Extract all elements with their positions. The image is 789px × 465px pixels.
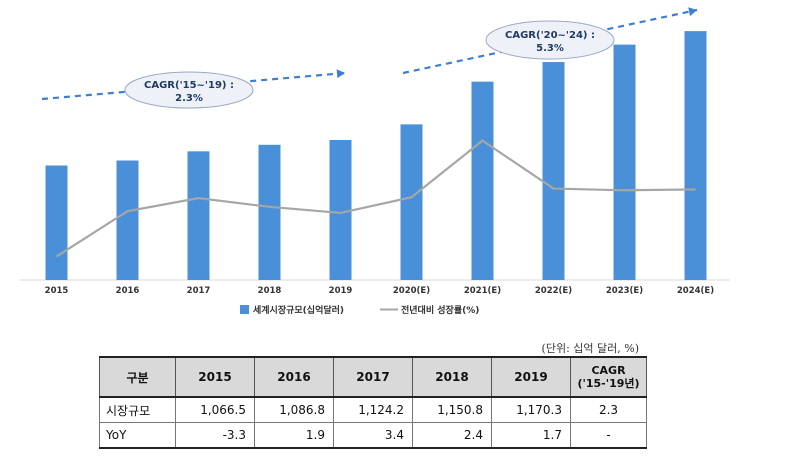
table-cell: 2.3 <box>570 396 647 423</box>
cagr-ellipse-2020-2024-value: 5.3% <box>536 43 564 54</box>
table-header-2019: 2019 <box>491 356 571 398</box>
x-tick-label: 2024(E) <box>677 286 714 296</box>
x-tick-label: 2022(E) <box>535 286 572 296</box>
row-label: 시장규모 <box>99 396 176 423</box>
bar-2021(E) <box>471 81 494 280</box>
table-header-row: 구분 2015 2016 2017 2018 2019 CAGR ('15-'19… <box>99 356 647 398</box>
x-tick-label: 2016 <box>116 286 140 296</box>
data-table: 구분 2015 2016 2017 2018 2019 CAGR ('15-'19… <box>99 356 647 449</box>
cagr-ellipse-2020-2024-label: CAGR('20~'24) : <box>505 30 595 41</box>
cagr-arrow-2020-2024-head <box>688 7 697 17</box>
table-row: 시장규모 1,066.5 1,086.8 1,124.2 1,150.8 1,1… <box>99 396 647 423</box>
bar-2019 <box>329 140 352 280</box>
bar-2016 <box>116 160 139 280</box>
table-header-category: 구분 <box>99 356 176 398</box>
legend-line-label: 전년대비 성장률(%) <box>401 304 479 316</box>
table-header-2016: 2016 <box>254 356 334 398</box>
table-header-2015: 2015 <box>175 356 255 398</box>
x-tick-label: 2018 <box>258 286 282 296</box>
bar-2020(E) <box>400 124 423 280</box>
table-header-2017: 2017 <box>333 356 413 398</box>
cagr-arrow-2015-2019 <box>41 71 346 101</box>
cagr-ellipse-2015-2019-label: CAGR('15~'19) : <box>144 80 234 91</box>
bar-2015 <box>45 165 68 280</box>
x-tick-label: 2015 <box>45 286 69 296</box>
x-tick-label: 2019 <box>329 286 353 296</box>
growth-line <box>55 139 696 258</box>
table-cell: 3.4 <box>333 422 413 449</box>
table-header-2018: 2018 <box>412 356 492 398</box>
x-tick-label: 2021(E) <box>464 286 501 296</box>
bar-2018 <box>258 144 281 280</box>
table-cell: 1.9 <box>254 422 334 449</box>
legend-bar-label: 세계시장규모(십억달러) <box>253 304 344 316</box>
x-tick-label: 2023(E) <box>606 286 643 296</box>
table-cell: 1,170.3 <box>491 396 571 423</box>
table-cell: -3.3 <box>175 422 255 449</box>
chart: 2015 2016 2017 2018 2019 2020(E) 2021(E) 2022(E… <box>20 7 730 316</box>
x-tick-label: 2017 <box>187 286 211 296</box>
legend-bar-swatch <box>240 305 249 314</box>
table-cell: 1,124.2 <box>333 396 413 423</box>
cagr-ellipse-2015-2019 <box>124 71 254 109</box>
table-cell: 1,150.8 <box>412 396 492 423</box>
table-cell: - <box>570 422 647 449</box>
table-row: YoY -3.3 1.9 3.4 2.4 1.7 - <box>99 422 647 449</box>
bar-2017 <box>187 151 210 280</box>
x-tick-label: 2020(E) <box>393 286 430 296</box>
table-cell: 1.7 <box>491 422 571 449</box>
cagr-arrow-2015-2019-head <box>336 69 345 79</box>
row-label: YoY <box>99 422 176 449</box>
bar-2023(E) <box>613 44 636 280</box>
unit-note: (단위: 십억 달러, %) <box>541 342 639 355</box>
bar-2024(E) <box>684 31 707 281</box>
cagr-ellipse-2020-2024 <box>485 20 615 60</box>
table-cell: 2.4 <box>412 422 492 449</box>
table-header-cagr: CAGR ('15-'19년) <box>570 356 647 398</box>
cagr-ellipse-2015-2019-value: 2.3% <box>175 93 203 104</box>
table-cell: 1,086.8 <box>254 396 334 423</box>
table-cell: 1,066.5 <box>175 396 255 423</box>
bar-2022(E) <box>542 62 565 280</box>
